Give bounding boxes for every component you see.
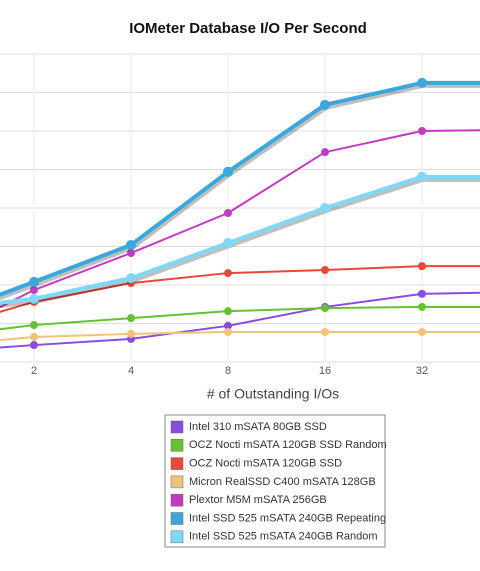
legend-swatch (170, 475, 184, 489)
x-tick-label: 16 (319, 365, 331, 377)
point (127, 314, 135, 323)
point (30, 332, 38, 341)
legend-swatch (170, 439, 184, 452)
point (29, 276, 39, 287)
point (320, 99, 330, 110)
chart-title: IOMeter Database I/O Per Second (129, 20, 367, 37)
point (224, 327, 232, 336)
legend-swatch (170, 530, 184, 544)
legend-label: Plextor M5M mSATA 256GB (189, 494, 327, 506)
point (321, 265, 329, 274)
legend-label: Intel SSD 525 mSATA 240GB Repeating (189, 512, 386, 524)
point (30, 341, 38, 350)
point (126, 239, 136, 250)
legend-box (164, 414, 386, 548)
point (321, 327, 329, 336)
point (127, 249, 135, 258)
point (29, 293, 39, 304)
point (224, 269, 232, 278)
legend-swatch (170, 420, 184, 434)
point (30, 321, 38, 330)
point (418, 302, 426, 311)
x-tick-label: 2 (31, 365, 37, 377)
point (223, 166, 233, 177)
legend-swatch (170, 493, 184, 507)
point (224, 307, 232, 316)
point (126, 273, 136, 284)
point (418, 262, 426, 271)
point (320, 203, 330, 213)
x-tick-label: 4 (128, 365, 134, 377)
point (417, 77, 427, 88)
x-tick-label: 8 (225, 365, 231, 377)
point (224, 209, 232, 218)
legend-swatch (170, 512, 184, 525)
point (321, 304, 329, 313)
legend-label: Intel 310 mSATA 80GB SSD (189, 421, 327, 433)
series-line (0, 80, 480, 297)
series-line (0, 330, 480, 342)
point (30, 286, 38, 295)
point (223, 238, 233, 249)
legend-label: Micron RealSSD C400 mSATA 128GB (189, 476, 376, 488)
x-tick-label: 32 (416, 365, 428, 377)
point (321, 148, 329, 157)
point (418, 289, 426, 298)
legend-swatch (170, 457, 184, 470)
point (418, 327, 426, 336)
point (224, 321, 232, 330)
point (417, 171, 427, 182)
point (127, 329, 135, 338)
x-axis-title: # of Outstanding I/Os (207, 386, 339, 402)
point (418, 127, 426, 135)
legend-label: OCZ Nocti mSATA 120GB SSD (189, 458, 342, 470)
legend-label: OCZ Nocti mSATA 120GB SSD Random (189, 439, 387, 451)
legend-label: Intel SSD 525 mSATA 240GB Random (189, 531, 378, 543)
